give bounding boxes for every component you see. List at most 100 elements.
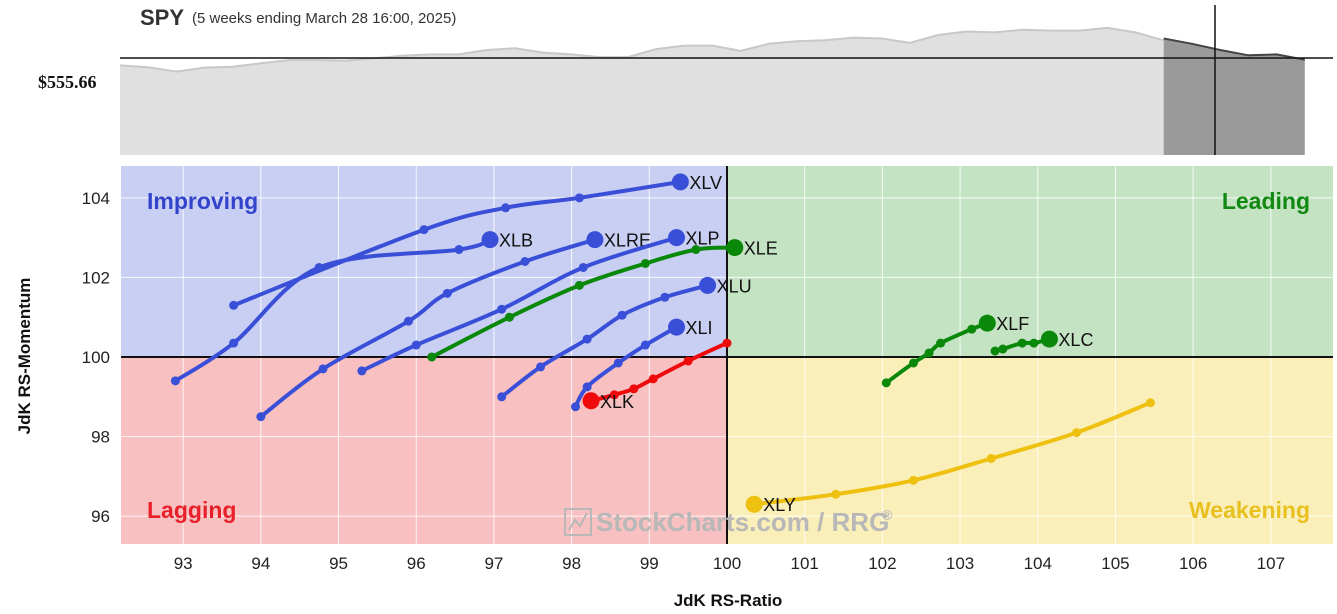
tail-point-xlu <box>497 392 507 402</box>
tail-point-xlu <box>582 334 592 344</box>
tail-point-xli <box>571 402 580 412</box>
series-xlf: XLF <box>881 314 1029 388</box>
x-axis-title: JdK RS-Ratio <box>674 591 783 610</box>
tail-point-xlc <box>998 344 1008 354</box>
stockcharts-logo-icon <box>564 508 592 536</box>
head-point-xlu <box>699 276 717 294</box>
series-label-xle: XLE <box>744 239 778 259</box>
series-label-xli: XLI <box>686 318 713 338</box>
tail-point-xlu <box>660 292 670 302</box>
series-label-xly: XLY <box>763 495 796 515</box>
series-layer: XLV XLB XLRE XLP XLU XLI XLE XLK XLF XLC XLY <box>170 173 1155 515</box>
tail-point-xlp <box>357 366 367 376</box>
tail-point-xle <box>427 352 437 362</box>
x-tick-label-101: 101 <box>791 554 819 573</box>
tail-point-xlre <box>403 316 413 326</box>
x-tick-label-102: 102 <box>868 554 896 573</box>
tail-point-xle <box>574 280 584 290</box>
y-tick-label-96: 96 <box>91 507 110 526</box>
series-xle: XLE <box>427 239 778 362</box>
tail-point-xlf <box>936 338 946 348</box>
series-xli: XLI <box>571 318 713 412</box>
tail-point-xlc <box>1017 338 1027 348</box>
tail-point-xlv <box>574 193 584 203</box>
series-label-xlv: XLV <box>689 173 722 193</box>
tail-point-xli <box>582 382 592 392</box>
head-point-xlf <box>978 314 996 332</box>
tail-point-xly <box>1072 428 1082 438</box>
tail-point-xlre <box>520 256 530 266</box>
tail-point-xli <box>640 340 650 350</box>
series-xlre: XLRE <box>256 231 651 422</box>
tail-point-xle <box>691 245 701 255</box>
y-axis-ticks: 96 98 100 102 104 <box>82 189 110 526</box>
head-point-xlk <box>582 392 600 410</box>
spy-price-area <box>120 27 1164 155</box>
tail-point-xlre <box>442 288 452 298</box>
head-point-xly <box>745 495 763 513</box>
head-point-xlv <box>671 173 689 191</box>
head-point-xli <box>668 318 685 336</box>
tail-point-xlk <box>609 390 619 400</box>
x-tick-label-105: 105 <box>1101 554 1129 573</box>
y-tick-label-102: 102 <box>82 268 110 287</box>
quadrant-label-weakening: Weakening <box>1189 497 1310 523</box>
tail-point-xlk <box>722 338 732 348</box>
tail-point-xlre <box>318 364 328 374</box>
tail-line-xly <box>752 400 1153 507</box>
tail-point-xlp <box>411 340 421 350</box>
series-xlp: XLP <box>357 229 720 376</box>
tail-point-xlf <box>924 348 934 358</box>
series-xlb: XLB <box>170 231 533 386</box>
x-tick-label-93: 93 <box>174 554 193 573</box>
series-label-xlc: XLC <box>1058 330 1093 350</box>
quadrant-weakening-bg <box>727 356 1333 544</box>
series-label-xlp: XLP <box>686 229 720 249</box>
tail-point-xly <box>1145 398 1155 408</box>
tail-point-xlb <box>314 262 324 272</box>
x-tick-label-106: 106 <box>1179 554 1207 573</box>
quadrant-label-leading: Leading <box>1222 188 1310 214</box>
spy-period: (5 weeks ending March 28 16:00, 2025) <box>192 10 456 27</box>
registered-mark: ® <box>882 507 893 523</box>
y-tick-label-98: 98 <box>91 428 110 447</box>
tail-point-xlf <box>967 324 977 334</box>
spy-price-line <box>119 26 1164 73</box>
x-tick-label-96: 96 <box>407 554 426 573</box>
x-tick-label-107: 107 <box>1257 554 1285 573</box>
tail-point-xlv <box>229 300 239 310</box>
y-axis-title: JdK RS-Momentum <box>15 278 34 435</box>
tail-line-xlre <box>258 237 597 419</box>
tail-point-xle <box>504 312 514 322</box>
chart-trend-icon <box>568 512 588 531</box>
x-tick-label-98: 98 <box>562 554 581 573</box>
tail-point-xly <box>831 489 841 499</box>
series-xly: XLY <box>745 398 1155 515</box>
series-xlc: XLC <box>990 330 1093 356</box>
spy-symbol: SPY <box>140 5 184 30</box>
x-tick-label-94: 94 <box>251 554 270 573</box>
quadrant-label-lagging: Lagging <box>147 497 236 523</box>
tail-point-xle <box>640 258 650 268</box>
x-tick-label-95: 95 <box>329 554 348 573</box>
tail-point-xlp <box>578 262 588 272</box>
tail-point-xlb <box>454 245 464 255</box>
head-point-xlc <box>1040 330 1058 348</box>
tail-point-xlv <box>501 203 511 213</box>
x-tick-label-104: 104 <box>1024 554 1052 573</box>
spy-price-panel: SPY (5 weeks ending March 28 16:00, 2025… <box>38 5 1333 155</box>
series-label-xlk: XLK <box>600 392 634 412</box>
tail-point-xly <box>908 475 918 485</box>
tail-point-xlk <box>648 374 658 384</box>
x-tick-label-99: 99 <box>640 554 659 573</box>
head-point-xlp <box>668 229 685 247</box>
watermark: StockCharts.com / RRG ® <box>564 507 893 537</box>
head-point-xle <box>726 239 744 257</box>
x-tick-label-100: 100 <box>713 554 741 573</box>
series-label-xlf: XLF <box>996 314 1029 334</box>
tail-point-xlc <box>990 346 1000 356</box>
gridlines <box>121 166 1333 544</box>
tail-point-xlk <box>683 356 693 366</box>
tail-point-xlu <box>536 362 546 372</box>
